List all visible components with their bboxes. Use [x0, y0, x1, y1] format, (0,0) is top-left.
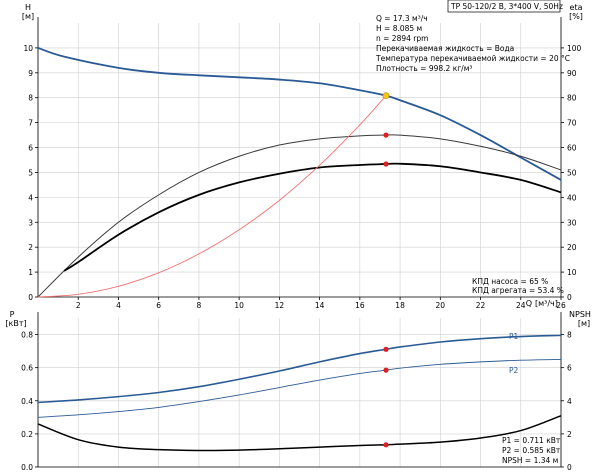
series-line-2: [63, 162, 562, 272]
power-npsh-chart: 0.0 0.2 0.4 0.6 0.8 0 2 4 6 8: [21, 312, 572, 472]
y2-tick-label: 0: [567, 463, 572, 472]
top-y2label: eta: [570, 3, 583, 12]
x-tick-label: 10: [234, 301, 244, 310]
y2-tick-label: 80: [567, 94, 577, 103]
series-line-2: [37, 414, 562, 452]
top-series: [37, 47, 562, 298]
bottom-axes: [35, 312, 564, 468]
x-tick-label: 6: [156, 301, 161, 310]
y-tick-label: 0.2: [21, 430, 33, 439]
top-xlabel: Q: [526, 299, 532, 308]
operating-point-marker-2: [383, 161, 389, 167]
annotation-liquid: Перекачиваемая жидкость = Вода: [376, 44, 514, 53]
bottom-yunit: [кВт]: [5, 319, 26, 328]
y-tick-label: 5: [28, 168, 33, 177]
y-tick-label: 0.0: [21, 463, 33, 472]
series-line-1: [37, 358, 562, 418]
annotation-h: H = 8.085 м: [376, 24, 422, 33]
duty-point-marker: [382, 92, 390, 99]
top-axes: [35, 17, 564, 300]
y2-tick-label: 60: [567, 144, 577, 153]
y-tick-label: 2: [28, 243, 33, 252]
top-grid: [37, 23, 562, 298]
series-line-3: [37, 95, 387, 298]
legend-p1: P1: [509, 332, 519, 341]
y-tick-label: 6: [28, 144, 33, 153]
x-tick-label: 2: [76, 301, 81, 310]
y2-tick-label: 6: [567, 364, 572, 373]
npsh-value-note: NPSH = 1.34 м: [502, 456, 558, 465]
series-line-0: [37, 47, 562, 181]
operating-point-marker-2: [383, 442, 389, 448]
series-line-1: [37, 134, 562, 298]
x-tick-label: 20: [436, 301, 446, 310]
y-tick-label: 3: [28, 218, 33, 227]
x-tick-label: 14: [315, 301, 325, 310]
y-tick-label: 7: [28, 119, 33, 128]
y2-tick-label: 8: [567, 331, 572, 340]
p1-value-note: P1 = 0.711 кВт: [502, 436, 561, 445]
x-tick-label: 12: [275, 301, 285, 310]
pump-efficiency-note: КПД насоса = 65 %: [472, 277, 548, 286]
bottom-y2unit: [м]: [578, 319, 590, 328]
y-tick-label: 0: [28, 293, 33, 302]
y2-tick-label: 70: [567, 119, 577, 128]
y2-tick-label: 4: [567, 397, 572, 406]
y-tick-label: 8: [28, 94, 33, 103]
y2-tick-label: 40: [567, 193, 577, 202]
operating-point-marker-1: [383, 367, 389, 373]
y2-tick-label: 30: [567, 218, 577, 227]
bottom-ylabel: P: [10, 310, 15, 319]
annotation-n: n = 2894 rpm: [376, 34, 428, 43]
x-tick-label: 18: [395, 301, 405, 310]
operating-point-marker-1: [383, 132, 389, 138]
y2-tick-label: 100: [567, 44, 582, 53]
y2-tick-label: 50: [567, 168, 577, 177]
x-tick-label: 8: [197, 301, 202, 310]
x-tick-label: 22: [476, 301, 486, 310]
top-ylabel: H: [25, 3, 31, 12]
x-tick-label: 24: [516, 301, 526, 310]
y-tick-label: 0.4: [21, 397, 33, 406]
legend-p2: P2: [509, 366, 519, 375]
bottom-tick-labels: 0.0 0.2 0.4 0.6 0.8 0 2 4 6 8: [21, 331, 572, 472]
x-tick-label: 4: [116, 301, 121, 310]
operating-point-marker-0: [383, 346, 389, 352]
header-box: TP 50-120/2 B, 3*400 V, 50Hz: [447, 0, 563, 13]
x-tick-label: 26: [556, 301, 566, 310]
y-tick-label: 9: [28, 69, 33, 78]
top-y2unit: [%]: [569, 12, 583, 21]
top-xunit: [м³/ч]: [535, 299, 558, 308]
annotation-density: Плотность = 998.2 кг/м³: [376, 64, 472, 73]
y-tick-label: 10: [23, 44, 33, 53]
y2-tick-label: 90: [567, 69, 577, 78]
header-text: TP 50-120/2 B, 3*400 V, 50Hz: [450, 2, 563, 11]
y2-tick-label: 0: [567, 293, 572, 302]
y-tick-label: 0.8: [21, 331, 33, 340]
bottom-series: [37, 334, 562, 452]
y2-tick-label: 20: [567, 243, 577, 252]
annotation-q: Q = 17.3 м³/ч: [376, 14, 428, 23]
operating-point-annotations: Q = 17.3 м³/ч H = 8.085 м n = 2894 rpm П…: [375, 14, 570, 73]
series-line-0: [37, 334, 562, 404]
top-yunit: [м]: [22, 12, 34, 21]
bottom-y2label: NPSH: [569, 310, 591, 319]
unit-efficiency-note: КПД агрегата = 53.4 %: [472, 286, 564, 295]
y2-tick-label: 10: [567, 268, 577, 277]
y-tick-label: 1: [28, 268, 33, 277]
bottom-grid: [37, 318, 562, 468]
y-tick-label: 4: [28, 193, 33, 202]
x-tick-label: 16: [355, 301, 365, 310]
annotation-temp: Температура перекачиваемой жидкости = 20…: [375, 54, 570, 63]
y-tick-label: 0.6: [21, 364, 33, 373]
y2-tick-label: 2: [567, 430, 572, 439]
p2-value-note: P2 = 0.585 кВт: [502, 446, 561, 455]
